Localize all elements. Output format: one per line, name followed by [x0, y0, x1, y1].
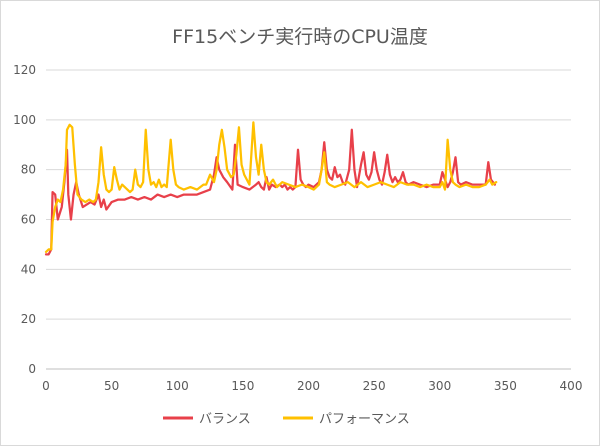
y-tick-label: 60 [21, 213, 36, 227]
x-tick-label: 150 [231, 379, 254, 393]
y-tick-label: 0 [28, 362, 36, 376]
x-tick-label: 250 [363, 379, 386, 393]
x-tick-label: 300 [428, 379, 451, 393]
legend-label-0: バランス [199, 412, 251, 427]
y-tick-label: 100 [13, 113, 36, 127]
y-tick-label: 80 [21, 163, 36, 177]
x-tick-label: 200 [297, 379, 320, 393]
y-tick-label: 120 [13, 63, 36, 77]
y-tick-label: 20 [21, 312, 36, 326]
series-line-0 [44, 128, 497, 256]
chart-title: FF15ベンチ実行時のCPU温度 [172, 26, 428, 48]
x-tick-label: 400 [560, 379, 583, 393]
x-tick-label: 350 [494, 379, 517, 393]
legend-label-1: パフォーマンス [319, 412, 410, 427]
x-tick-label: 0 [42, 379, 50, 393]
y-tick-label: 40 [21, 262, 36, 276]
x-tick-label: 100 [166, 379, 189, 393]
x-tick-label: 50 [104, 379, 119, 393]
series-line-1 [44, 121, 498, 254]
